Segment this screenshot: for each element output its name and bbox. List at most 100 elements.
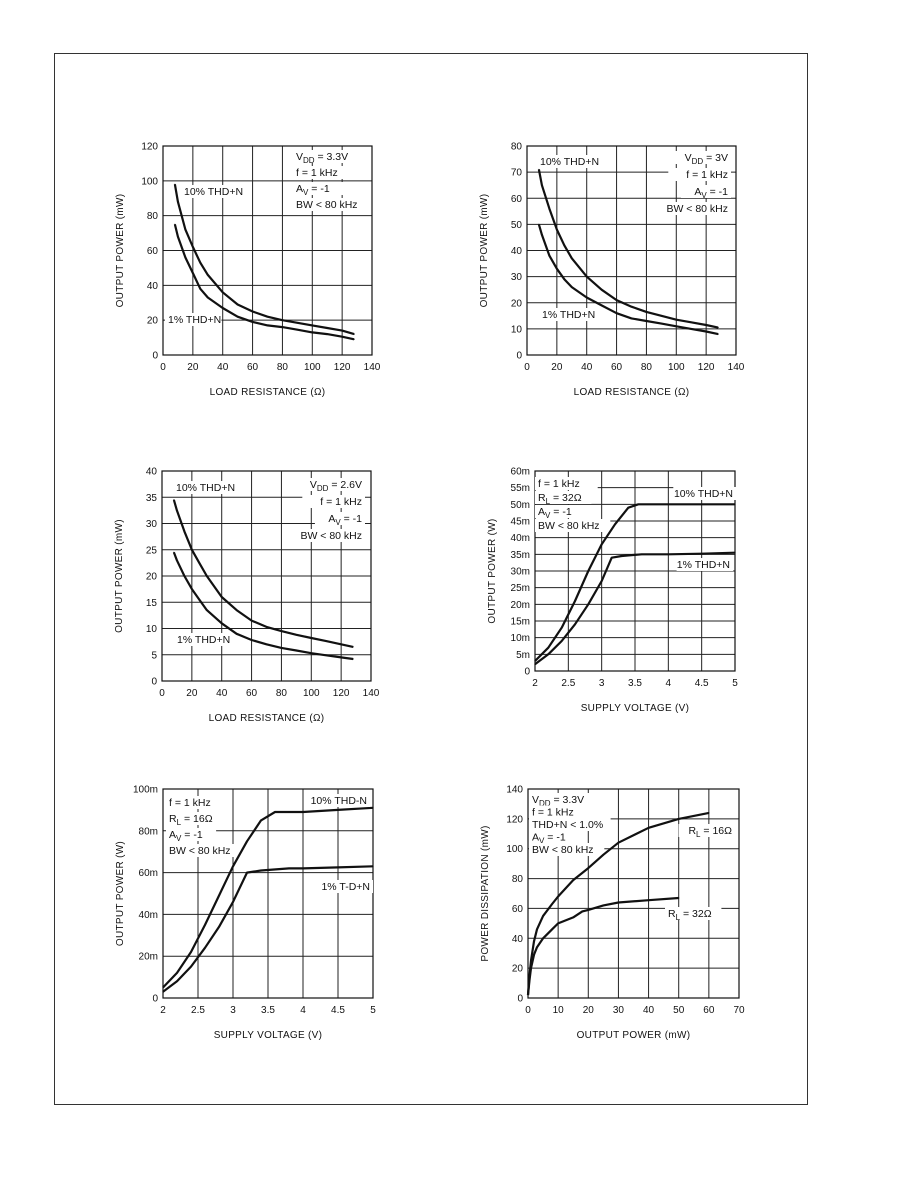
y-tick-label: 60 [512, 904, 524, 915]
series-point [176, 972, 178, 974]
series-point [173, 551, 175, 554]
x-tick-label: 100 [304, 362, 321, 373]
series-point [199, 288, 201, 290]
series-line [537, 224, 719, 336]
series-point [602, 854, 605, 856]
series-point [236, 633, 238, 635]
series-point [641, 553, 643, 555]
x-tick-label: 40 [216, 688, 228, 699]
series-point [191, 549, 193, 551]
annotation-line: AV = -1 [328, 513, 362, 527]
series-point [281, 319, 283, 321]
annotation-backing [293, 150, 362, 163]
x-tick-label: 20 [187, 362, 199, 373]
series-point [621, 555, 623, 557]
series-point [221, 622, 223, 624]
series-line [537, 169, 719, 329]
y-tick-label: 20 [511, 298, 523, 309]
series-point [647, 503, 649, 505]
x-tick-label: 2.5 [561, 678, 575, 689]
chart-6: 0 10 20 30 40 50 60 70 0 20 40 60 80 100 120 140 OUTPUT … [480, 785, 745, 1042]
series-point [222, 291, 224, 293]
series-point [199, 262, 201, 264]
series-point [372, 807, 374, 809]
series-label-backing [174, 633, 231, 646]
x-tick-label: 60 [247, 362, 259, 373]
series-point [192, 246, 194, 248]
x-tick-label: 0 [160, 362, 166, 373]
series-point [337, 809, 339, 811]
series-point [221, 596, 223, 598]
series-point [660, 323, 663, 325]
series-point [310, 637, 312, 639]
series-label-backing [678, 824, 735, 837]
y-tick-label: 40 [511, 246, 523, 257]
annotation-line: BW < 80 kHz [532, 844, 594, 856]
x-axis-title: OUTPUT POWER (mW) [577, 1030, 691, 1041]
y-tick-label: 0 [152, 351, 158, 362]
x-tick-label: 100 [668, 362, 685, 373]
series-point [246, 872, 248, 874]
series-point [260, 869, 262, 872]
series-point [183, 575, 185, 577]
series-point [528, 979, 531, 981]
x-tick-label: 120 [698, 362, 715, 373]
x-tick-label: 80 [276, 688, 288, 699]
annotation-line: RL = 16Ω [169, 813, 213, 827]
y-tick-label: 120 [141, 142, 158, 153]
series-point [288, 867, 290, 870]
x-tick-label: 140 [728, 362, 745, 373]
chart-annotation: VDD = 2.6V f = 1 kHz AV = -1 BW < 80 kHz [289, 478, 365, 542]
series-point [542, 915, 544, 917]
series-point [645, 320, 648, 322]
x-tick-label: 100 [303, 688, 320, 699]
series-point [266, 324, 269, 326]
annotation-line: BW < 80 kHz [169, 845, 231, 857]
x-tick-label: 0 [525, 1005, 531, 1016]
x-tick-label: 70 [733, 1005, 745, 1016]
series-point [587, 867, 589, 869]
x-tick-label: 2 [532, 678, 538, 689]
series-point [184, 256, 186, 259]
series-point [192, 272, 194, 274]
plot-frame [161, 470, 372, 682]
annotation-backing [166, 844, 242, 857]
chart-4: 2 2.5 3 3.5 4 4.5 5 0 5m 10m 15m 20m 25m 30m 35m 40m 45m… [487, 467, 738, 715]
y-tick-label: 50 [511, 220, 523, 231]
y-tick-label: 80 [512, 874, 524, 885]
series-point [325, 654, 327, 656]
series-point [176, 980, 178, 982]
series-point [218, 895, 220, 897]
x-tick-label: 4 [300, 1005, 306, 1016]
series-point [557, 922, 559, 925]
plot-frame [526, 145, 737, 356]
x-axis-title: LOAD RESISTANCE (Ω) [209, 713, 325, 724]
series-point [246, 840, 248, 842]
series-point [616, 299, 618, 301]
y-tick-label: 15m [511, 617, 530, 628]
series-line [526, 896, 679, 996]
series-point [586, 276, 588, 278]
series-label: 1% THD+N [677, 559, 730, 571]
series-point [637, 503, 639, 505]
y-tick-label: 100m [133, 785, 158, 796]
y-tick-label: 15 [146, 598, 158, 609]
y-tick-label: 35m [511, 550, 530, 561]
series-point [675, 325, 677, 327]
series-point [173, 499, 175, 501]
series-point [310, 652, 312, 654]
series-point [611, 557, 613, 559]
series-point [265, 626, 268, 628]
series-point [587, 909, 589, 911]
series-point [251, 620, 253, 622]
series-point [340, 643, 342, 645]
x-tick-label: 4.5 [331, 1005, 345, 1016]
y-tick-label: 80m [139, 826, 158, 837]
series-label: 10% THD+N [176, 482, 235, 494]
series-point [530, 967, 532, 969]
series-label-backing [539, 308, 596, 321]
series-point [198, 599, 200, 601]
series-point [280, 630, 282, 632]
series-point [645, 311, 648, 313]
y-tick-label: 55m [511, 483, 530, 494]
